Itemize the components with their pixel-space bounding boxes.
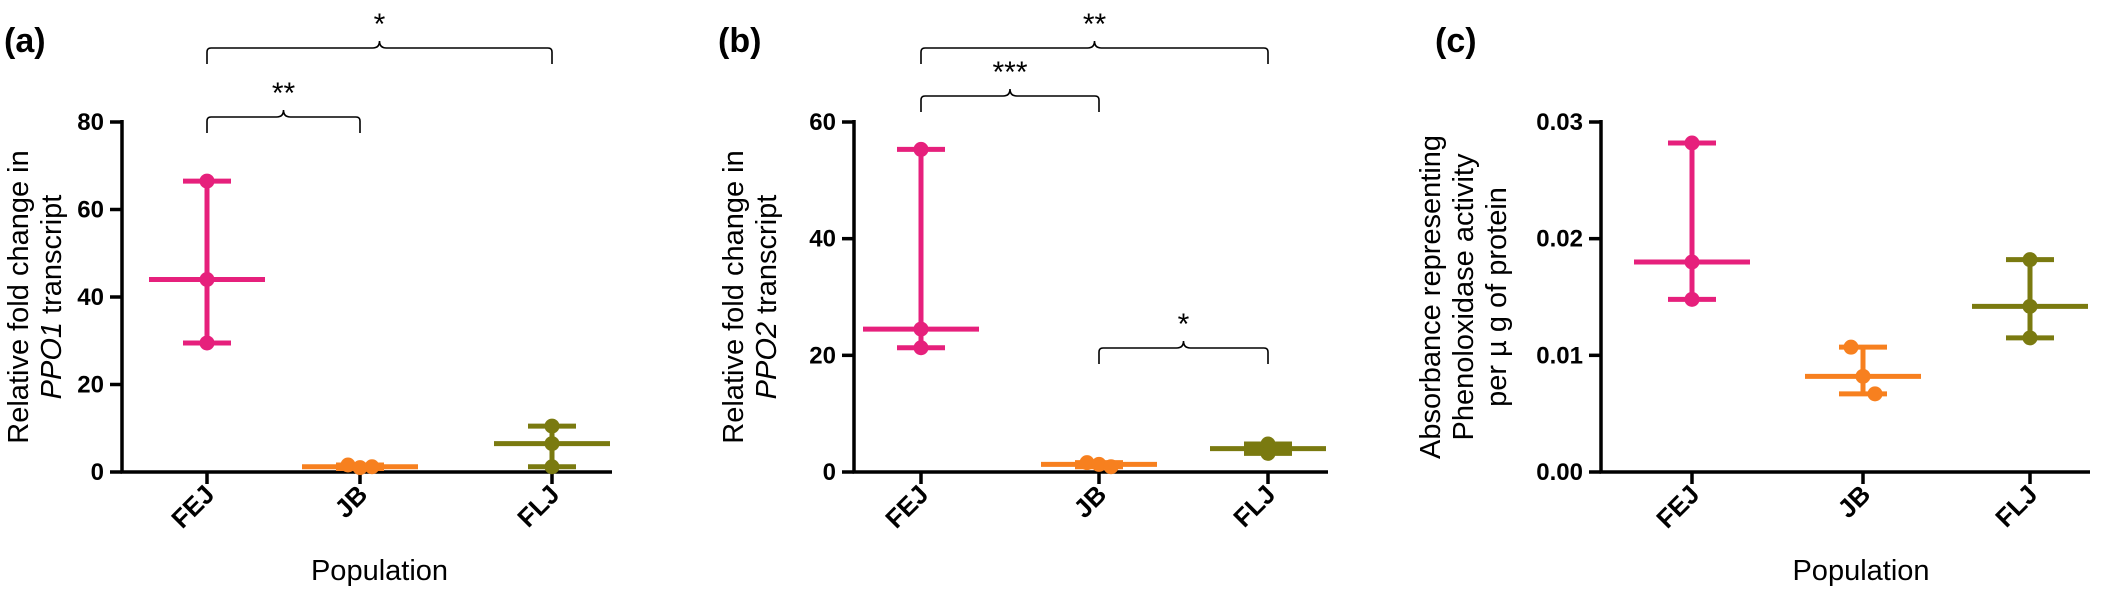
y-tick-label: 80 <box>77 109 104 136</box>
x-category-label-flj: FLJ <box>1989 479 2043 533</box>
group-fej <box>1634 135 1750 307</box>
y-tick-label: 60 <box>809 109 836 136</box>
panel-a: (a) 0 20 40 60 80 FEJ JB FLJ Population Relative f… <box>3 8 612 587</box>
data-point <box>199 272 215 287</box>
y-axis-title-line: Absorbance representing <box>1415 135 1447 459</box>
significance-bracket-label: ** <box>1083 8 1107 41</box>
y-axis-title-rest: transcript <box>751 195 783 322</box>
significance-bracket-label: ** <box>272 77 296 110</box>
data-point <box>364 459 380 475</box>
data-point <box>199 173 215 189</box>
significance-bracket-label: * <box>1178 308 1190 341</box>
y-axis-title-line: Phenoloxidase activity <box>1448 153 1480 440</box>
x-category-label-jb: JB <box>1068 479 1113 524</box>
data-point <box>199 335 215 351</box>
panel-letter: (b) <box>718 22 761 60</box>
group-jb <box>1805 339 1921 402</box>
significance-bracket <box>920 88 1100 112</box>
y-axis-title-line: Relative fold change in <box>718 150 750 443</box>
significance-bracket <box>206 40 553 64</box>
y-axis-title: Relative fold change inPPO1 transcript <box>3 150 68 443</box>
x-category-label-jb: JB <box>329 479 374 524</box>
y-tick-label: 20 <box>809 342 836 369</box>
data-point <box>1260 445 1276 461</box>
panel-letter: (a) <box>4 22 46 60</box>
data-point <box>1855 368 1871 384</box>
y-tick-label: 0 <box>91 459 104 486</box>
group-fej <box>863 141 979 356</box>
y-axis-title-gene: PPO2 <box>751 322 783 399</box>
data-point <box>544 436 560 452</box>
x-axis-title: Population <box>1792 555 1929 587</box>
panel-letter: (c) <box>1435 22 1477 60</box>
data-point <box>1684 254 1700 270</box>
significance-bracket-label: * <box>374 8 386 41</box>
y-tick-label: 0.03 <box>1536 109 1583 136</box>
y-tick-label: 40 <box>809 226 836 253</box>
y-axis-title-rest: transcript <box>36 195 68 322</box>
y-tick-label: 40 <box>77 284 104 311</box>
x-axis-title: Population <box>311 555 448 587</box>
x-category-label-fej: FEJ <box>165 479 220 534</box>
data-point <box>913 321 929 337</box>
significance-bracket-label: *** <box>992 56 1027 89</box>
group-jb <box>1041 455 1157 475</box>
data-point <box>2022 252 2038 268</box>
data-point <box>544 459 560 475</box>
data-point <box>1684 135 1700 151</box>
group-flj <box>1210 436 1326 461</box>
panel-b: (b) 0 20 40 60 FEJ JB FLJ Relative fold change i… <box>718 8 1328 534</box>
x-category-label-jb: JB <box>1832 479 1877 524</box>
y-axis-title-line: Relative fold change in <box>3 150 35 443</box>
data-point <box>1079 455 1095 471</box>
data-point <box>2022 330 2038 346</box>
y-axis-title: Relative fold change inPPO2 transcript <box>718 150 783 443</box>
significance-bracket <box>206 109 361 133</box>
y-tick-label: 0.01 <box>1536 342 1583 369</box>
y-axis-title-gene: PPO1 <box>36 322 68 399</box>
y-axis-title-line: PPO2 transcript <box>751 195 783 400</box>
group-flj <box>1972 252 2088 346</box>
data-point <box>913 141 929 157</box>
significance-bracket <box>920 40 1269 64</box>
significance-bracket <box>1098 340 1269 364</box>
y-tick-label: 0.02 <box>1536 226 1583 253</box>
x-category-label-fej: FEJ <box>879 479 934 534</box>
data-point <box>913 340 929 356</box>
y-tick-label: 20 <box>77 372 104 399</box>
y-axis-title-line: PPO1 transcript <box>36 195 68 400</box>
data-point <box>1091 456 1107 472</box>
x-category-label-fej: FEJ <box>1650 479 1705 534</box>
y-tick-label: 0 <box>823 459 836 486</box>
data-point <box>352 460 368 476</box>
y-tick-label: 0.00 <box>1536 459 1583 486</box>
x-category-label-flj: FLJ <box>1227 479 1281 533</box>
data-point <box>544 418 560 434</box>
group-flj <box>494 418 610 475</box>
group-jb <box>302 457 418 476</box>
data-point <box>1103 459 1119 475</box>
data-point <box>2022 298 2038 314</box>
data-point <box>1684 291 1700 307</box>
x-category-label-flj: FLJ <box>511 479 565 533</box>
panel-c: (c) 0.00 0.01 0.02 0.03 FEJ JB FLJ Population Abs… <box>1415 22 2090 587</box>
group-fej <box>149 173 265 351</box>
y-axis-title: Absorbance representingPhenoloxidase act… <box>1415 135 1513 459</box>
data-point <box>1867 386 1883 402</box>
data-point <box>1843 339 1859 355</box>
y-tick-label: 60 <box>77 197 104 224</box>
data-point <box>340 457 356 473</box>
y-axis-title-line: per µ g of protein <box>1481 187 1513 407</box>
